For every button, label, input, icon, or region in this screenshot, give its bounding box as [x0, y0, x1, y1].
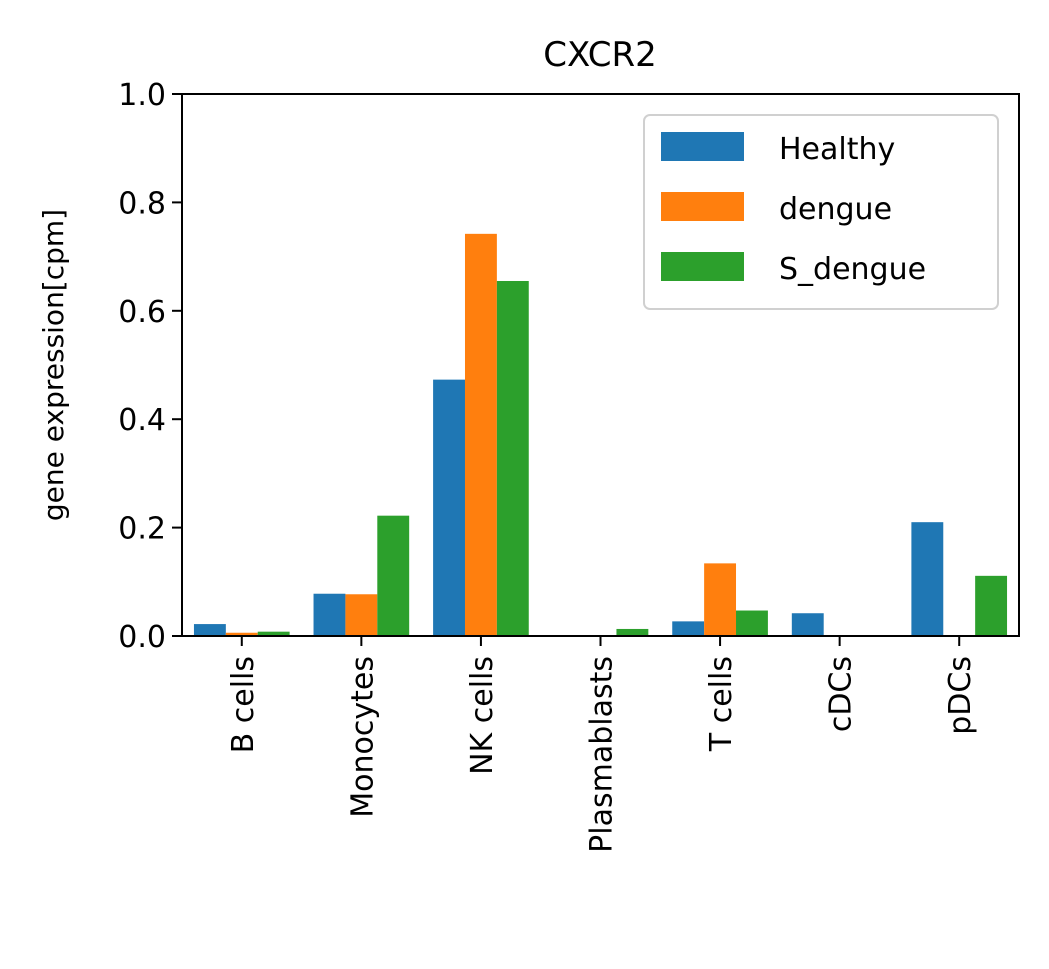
bar-healthy — [433, 379, 465, 636]
y-tick-label: 0.8 — [118, 186, 166, 221]
x-tick-label: Plasmablasts — [585, 656, 620, 853]
bars-group — [193, 233, 1008, 636]
x-axis: B cells Monocytes NK cells Plasmablasts T ce… — [226, 636, 978, 853]
plot-frame — [181, 93, 1020, 637]
bar-s-dengue — [377, 515, 410, 636]
bar-dengue — [225, 632, 258, 636]
bar-s-dengue — [975, 575, 1008, 636]
bar-dengue — [464, 233, 497, 636]
y-axis: 0.0 0.2 0.4 0.6 0.8 1.0 — [118, 78, 182, 655]
x-tick-label: cDCs — [824, 656, 859, 732]
bar-healthy — [313, 593, 346, 636]
legend: Healthy dengue S_dengue — [643, 114, 999, 310]
legend-label: dengue — [779, 192, 892, 227]
bar-healthy — [672, 621, 705, 636]
bar-dengue — [345, 594, 378, 636]
bar-s-dengue — [257, 631, 290, 636]
legend-swatch — [661, 252, 744, 281]
y-tick-label: 0.0 — [118, 620, 166, 655]
legend-swatch — [661, 132, 744, 161]
y-tick-label: 0.6 — [118, 295, 166, 330]
x-tick-label: Monocytes — [345, 656, 380, 818]
bar-healthy — [791, 613, 824, 636]
bar-s-dengue — [496, 280, 529, 636]
legend-label: Healthy — [779, 132, 895, 167]
x-tick-label: B cells — [226, 656, 261, 753]
chart-title: CXCR2 — [543, 35, 657, 75]
bar-healthy — [911, 522, 944, 636]
bar-s-dengue — [616, 628, 649, 636]
y-tick-label: 1.0 — [118, 78, 166, 113]
y-tick-label: 0.2 — [118, 512, 166, 547]
legend-label: S_dengue — [779, 252, 926, 287]
legend-swatch — [661, 192, 744, 221]
x-tick-label: NK cells — [465, 656, 500, 775]
bar-healthy — [193, 624, 226, 636]
x-tick-label: T cells — [704, 656, 739, 752]
x-tick-label: pDCs — [943, 656, 978, 735]
bar-s-dengue — [736, 610, 768, 636]
bar-dengue — [704, 563, 737, 636]
y-tick-label: 0.4 — [118, 403, 166, 438]
y-axis-label: gene expression[cpm] — [37, 209, 70, 521]
